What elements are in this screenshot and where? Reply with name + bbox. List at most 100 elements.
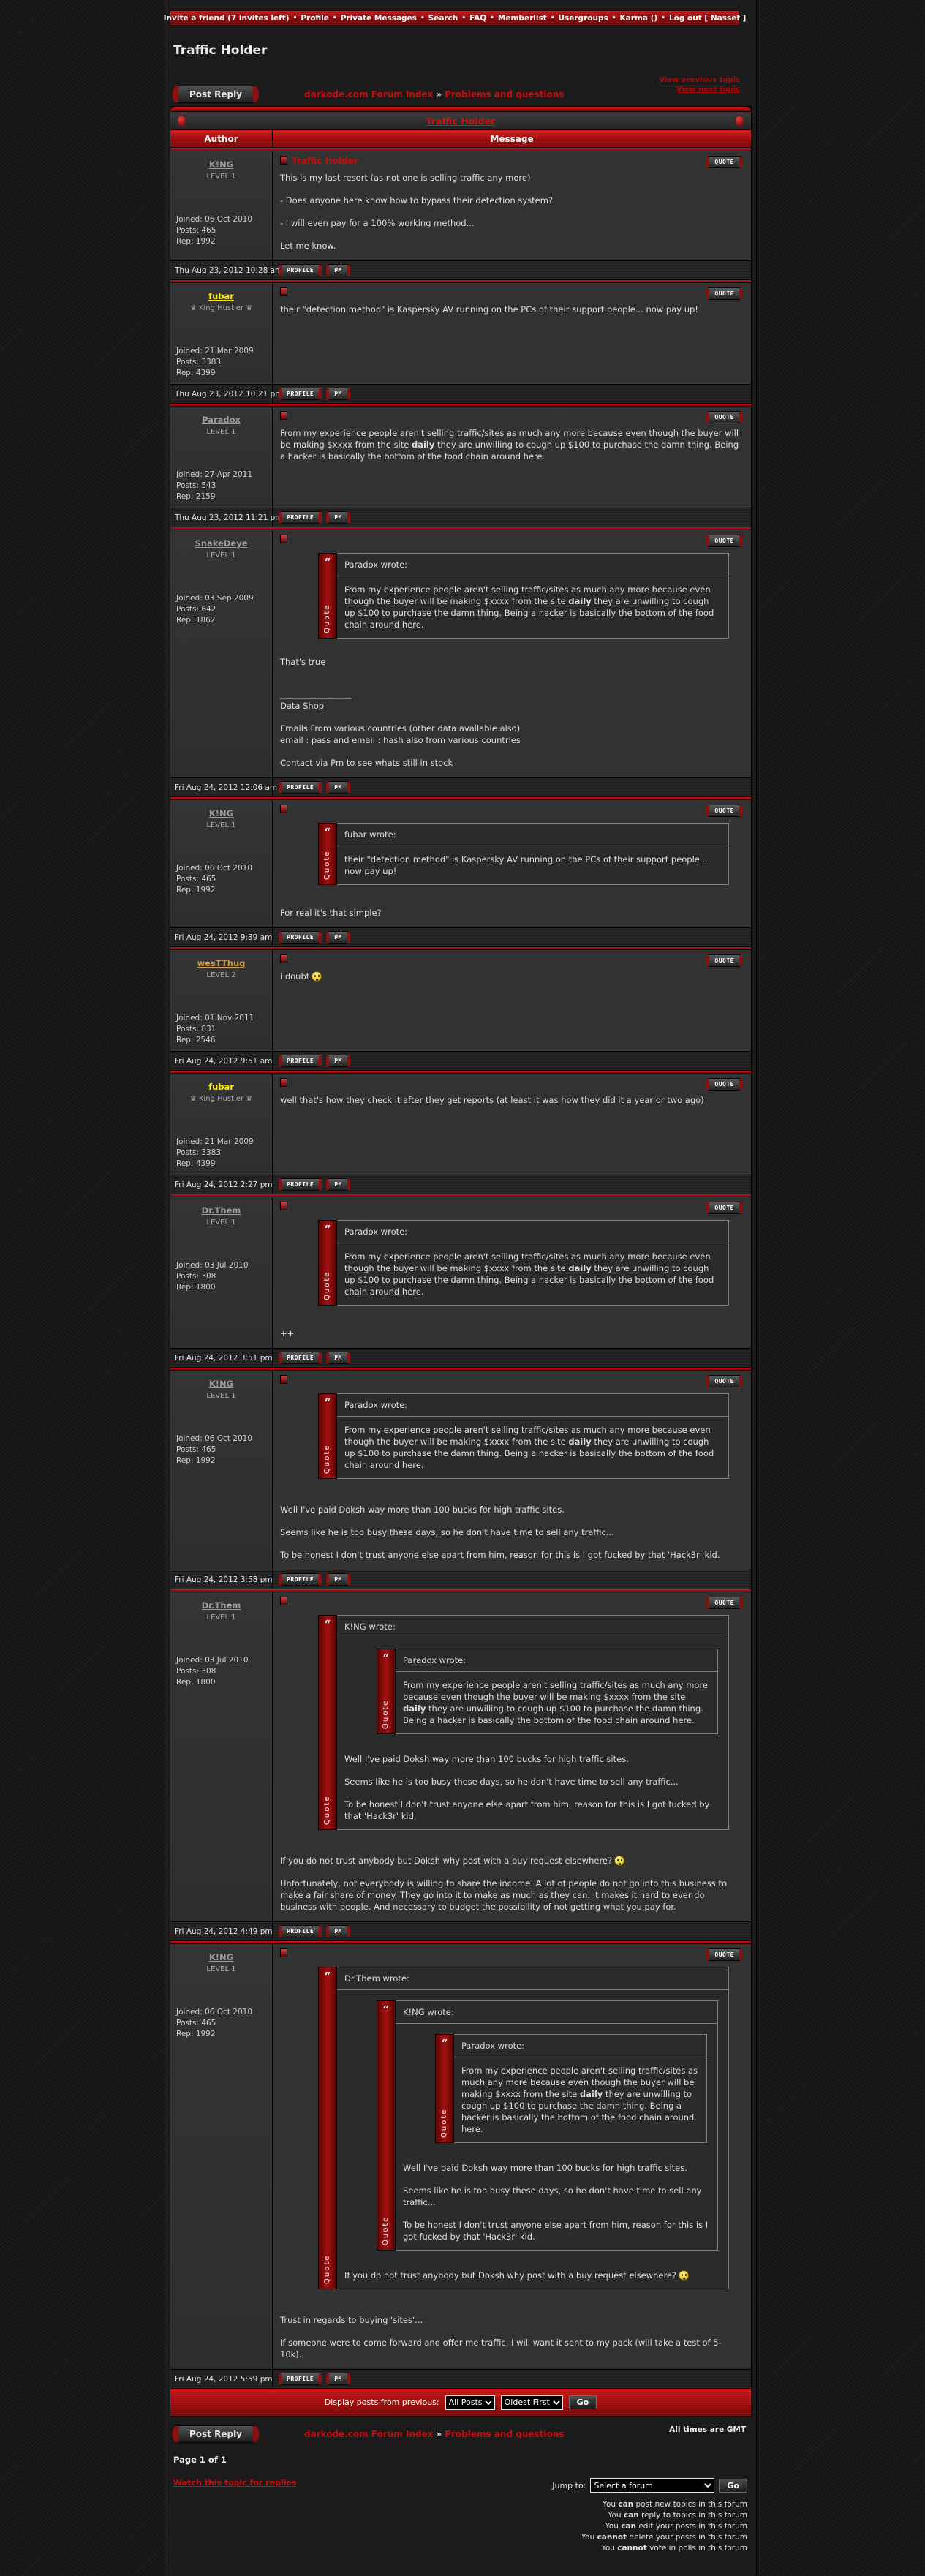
profile-button[interactable]: PROFILE — [279, 1178, 322, 1191]
breadcrumb-section[interactable]: Problems and questions — [445, 89, 565, 99]
nav-logout[interactable]: Log out [ Nassef ] — [668, 13, 747, 23]
post-icon — [280, 1375, 287, 1384]
quote-block: “ Quote Paradox wrote: From my experienc… — [318, 1393, 729, 1479]
breadcrumb-section[interactable]: Problems and questions — [445, 2429, 565, 2439]
quote-author: Paradox wrote: — [337, 554, 728, 576]
author-link[interactable]: K!NG — [208, 159, 234, 170]
author-posts: Posts: 465 — [176, 226, 216, 235]
topic-title-link[interactable]: Traffic Holder — [426, 115, 496, 127]
message-body: “ Quote Paradox wrote: From my experienc… — [280, 1220, 742, 1339]
jump-go-button[interactable]: Go — [719, 2478, 747, 2493]
author-stats: Joined: 21 Mar 2009 Posts: 3383 Rep: 439… — [176, 347, 254, 377]
sort-order-select[interactable]: Oldest First — [500, 2395, 563, 2410]
display-go-button[interactable]: Go — [568, 2395, 597, 2409]
pm-button[interactable]: PM — [326, 1573, 350, 1586]
post-separator — [170, 796, 751, 800]
breadcrumb-forum-index[interactable]: darkode.com Forum Index — [304, 89, 434, 99]
quote-button[interactable]: QUOTE — [706, 1078, 742, 1091]
post-icon — [280, 954, 287, 963]
quote-button[interactable]: QUOTE — [706, 1202, 742, 1214]
profile-button[interactable]: PROFILE — [279, 2373, 322, 2385]
post-separator — [170, 1589, 751, 1592]
footer-action-bar: Post Reply darkode.com Forum Index» Probl… — [173, 2425, 749, 2443]
message-cell: QUOTE “ Quote Dr.Them wrote: — [273, 1944, 751, 2369]
nav-memberlist[interactable]: Memberlist — [497, 13, 547, 23]
nav-separator: • — [292, 14, 298, 22]
quote-text: From my experience people aren't selling… — [344, 1425, 714, 1470]
quote-button[interactable]: QUOTE — [706, 287, 742, 300]
pm-button[interactable]: PM — [326, 264, 350, 276]
author-stats: Joined: 06 Oct 2010 Posts: 465 Rep: 1992 — [176, 214, 266, 247]
quote-sidebar: “ Quote — [318, 1220, 337, 1306]
quote-button[interactable]: QUOTE — [706, 954, 742, 967]
post-reply-button[interactable]: Post Reply — [173, 86, 259, 103]
profile-button[interactable]: PROFILE — [279, 1573, 322, 1586]
jump-to-select[interactable]: Select a forum — [590, 2478, 715, 2493]
profile-button[interactable]: PROFILE — [279, 1925, 322, 1937]
post-timestamp: Fri Aug 24, 2012 2:27 pm — [170, 1175, 273, 1194]
pm-button[interactable]: PM — [326, 1055, 350, 1067]
post-separator — [170, 403, 751, 407]
author-cell: K!NG LEVEL 1 Joined: 06 Oct 2010 Posts: … — [170, 1371, 273, 1570]
pm-button[interactable]: PM — [326, 781, 350, 794]
post-1: K!NG LEVEL 1 Joined: 06 Oct 2010 Posts: … — [170, 151, 751, 279]
author-rank: LEVEL 1 — [206, 1219, 236, 1227]
author-link[interactable]: K!NG — [208, 1379, 234, 1389]
quote-button[interactable]: QUOTE — [706, 535, 742, 547]
quote-button[interactable]: QUOTE — [706, 1597, 742, 1609]
signature: _________________ Data Shop Emails From … — [280, 688, 742, 769]
pm-button[interactable]: PM — [326, 511, 350, 524]
nav-search[interactable]: Search — [428, 13, 458, 23]
profile-button[interactable]: PROFILE — [279, 931, 322, 944]
author-stats: Joined: 21 Mar 2009 Posts: 3383 Rep: 439… — [176, 1137, 254, 1168]
breadcrumb-separator: » — [436, 89, 442, 99]
profile-button[interactable]: PROFILE — [279, 511, 322, 524]
quote-button[interactable]: QUOTE — [706, 411, 742, 423]
watch-topic-link[interactable]: Watch this topic for replies — [173, 2478, 297, 2488]
quote-sidebar-label: Quote — [440, 2108, 448, 2138]
nav-karma[interactable]: Karma () — [619, 13, 658, 23]
pm-button[interactable]: PM — [326, 2373, 350, 2385]
message-cell: QUOTE “ Quote K!NG wrote: — [273, 1592, 751, 1921]
nav-invite-friend[interactable]: Invite a friend (7 invites left) — [163, 13, 290, 23]
profile-button[interactable]: PROFILE — [279, 1352, 322, 1364]
display-posts-select[interactable]: All Posts — [445, 2395, 495, 2410]
quote-button[interactable]: QUOTE — [706, 805, 742, 817]
author-stats: Joined: 06 Oct 2010 Posts: 465 Rep: 1992 — [176, 1434, 253, 1465]
author-link[interactable]: Dr.Them — [201, 1205, 241, 1216]
quote-author: Paradox wrote: — [337, 1394, 728, 1417]
nav-profile[interactable]: Profile — [301, 13, 329, 23]
nav-private-messages[interactable]: Private Messages — [340, 13, 417, 23]
nav-usergroups[interactable]: Usergroups — [558, 13, 608, 23]
quote-button[interactable]: QUOTE — [706, 1948, 742, 1961]
breadcrumb-forum-index[interactable]: darkode.com Forum Index — [304, 2429, 434, 2439]
author-link[interactable]: K!NG — [208, 1952, 234, 1962]
author-link[interactable]: Dr.Them — [201, 1600, 241, 1611]
profile-button[interactable]: PROFILE — [279, 388, 322, 400]
author-cell: K!NG LEVEL 1 Joined: 06 Oct 2010 Posts: … — [170, 800, 273, 927]
topic-title-bar: Traffic Holder — [170, 112, 751, 130]
author-link[interactable]: Paradox — [202, 415, 241, 425]
quote-author: K!NG wrote: — [337, 1616, 728, 1638]
message-cell: QUOTE From my experience people aren't s… — [273, 407, 751, 508]
author-link[interactable]: fubar — [208, 291, 234, 301]
pm-button[interactable]: PM — [326, 388, 350, 400]
author-cell: K!NG LEVEL 1 Joined: 06 Oct 2010 Posts: … — [170, 1944, 273, 2369]
profile-button[interactable]: PROFILE — [279, 781, 322, 794]
quote-button[interactable]: QUOTE — [706, 1375, 742, 1387]
pm-button[interactable]: PM — [326, 931, 350, 944]
quote-button[interactable]: QUOTE — [706, 156, 742, 168]
author-link[interactable]: K!NG — [208, 808, 234, 818]
profile-button[interactable]: PROFILE — [279, 1055, 322, 1067]
author-link[interactable]: wesTThug — [197, 958, 246, 968]
profile-button[interactable]: PROFILE — [279, 264, 322, 276]
view-next-topic-link[interactable]: View next topic — [676, 86, 740, 94]
post-reply-button-bottom[interactable]: Post Reply — [173, 2425, 259, 2443]
author-link[interactable]: fubar — [208, 1082, 234, 1092]
nav-faq[interactable]: FAQ — [469, 13, 487, 23]
pm-button[interactable]: PM — [326, 1925, 350, 1937]
author-link[interactable]: SnakeDeye — [195, 538, 248, 549]
pm-button[interactable]: PM — [326, 1352, 350, 1364]
pm-button[interactable]: PM — [326, 1178, 350, 1191]
view-previous-topic-link[interactable]: View previous topic — [659, 76, 740, 84]
